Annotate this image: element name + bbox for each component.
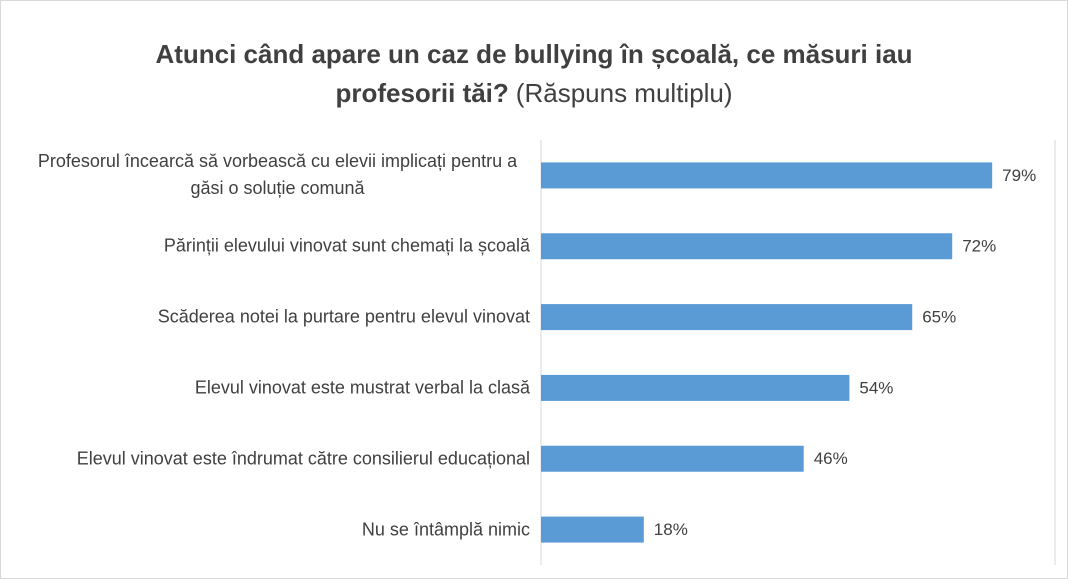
y-tick-label: Părinții elevului vinovat sunt chemați l… [163,235,530,256]
bar [541,516,644,543]
chart-title: Atunci când apare un caz de bullying în … [155,39,912,69]
bar [541,374,850,401]
y-tick-label-box: Scăderea notei la purtare pentru elevul … [10,304,530,331]
y-tick-label: Scăderea notei la purtare pentru elevul … [157,306,530,327]
y-tick-label-box: Profesorul încearcă să vorbească cu elev… [10,148,530,202]
data-label: 72% [962,237,996,256]
y-tick-label-box: Elevul vinovat este îndrumat către consi… [10,445,530,472]
y-tick-label: Elevul vinovat este mustrat verbal la cl… [194,377,530,398]
chart-title-line: profesorii tăi? (Răspuns multiplu) [335,78,732,108]
data-label: 65% [922,308,956,327]
chart-title: profesorii tăi? [335,78,508,108]
y-tick-label: Nu se întâmplă nimic [361,519,530,540]
data-label: 54% [859,378,893,397]
bar [541,233,953,260]
y-tick-label: Profesorul încearcă să vorbească cu elev… [37,151,518,199]
y-tick-label-box: Nu se întâmplă nimic [10,516,530,543]
bar [541,445,804,472]
y-tick-label-box: Părinții elevului vinovat sunt chemați l… [10,233,530,260]
data-label: 18% [654,520,688,539]
chart-subtitle: (Răspuns multiplu) [516,78,733,108]
y-tick-label-box: Elevul vinovat este mustrat verbal la cl… [10,374,530,401]
y-tick-label: Elevul vinovat este îndrumat către consi… [76,448,530,469]
bar [541,304,913,331]
data-label: 46% [814,449,848,468]
bar [541,162,993,189]
data-label: 79% [1002,166,1036,185]
